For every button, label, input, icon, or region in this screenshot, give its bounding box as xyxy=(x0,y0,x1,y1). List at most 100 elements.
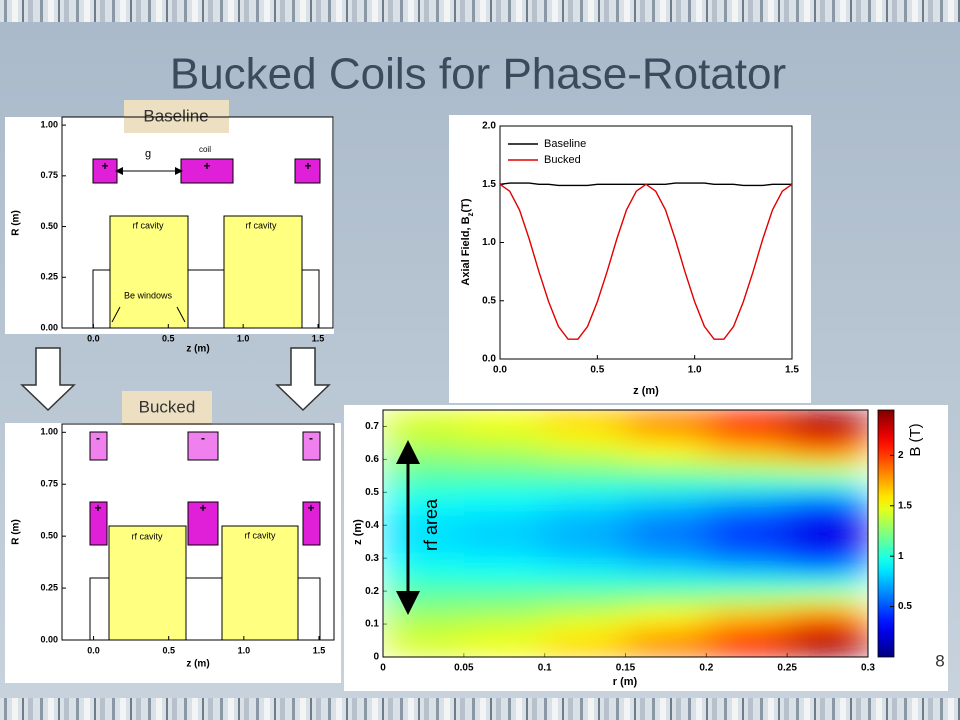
y-tick-label: 0.0 xyxy=(482,354,496,365)
heatmap-cell xyxy=(463,492,546,510)
rf-cavity xyxy=(109,215,189,329)
plot-frame xyxy=(382,409,869,658)
y-axis-label-part: Axial Field, B xyxy=(460,216,472,285)
y-axis-label-part: z xyxy=(466,212,475,216)
x-tick-label: 1.5 xyxy=(785,365,799,376)
heatmap-cell xyxy=(787,525,868,543)
heatmap-cell xyxy=(463,508,546,526)
heatmap-cell xyxy=(706,591,788,609)
annotation: Be windows xyxy=(124,290,173,300)
beam-pipe xyxy=(297,577,321,641)
y-tick-label: 0 xyxy=(373,652,379,663)
y-tick-label: 0.75 xyxy=(40,479,58,489)
y-tick-label: 0.25 xyxy=(40,272,58,282)
coil xyxy=(89,431,108,461)
heatmap-cell xyxy=(625,459,707,477)
rf-cavity xyxy=(108,525,187,641)
x-tick-label: 0.5 xyxy=(162,333,175,343)
heatmap-cell xyxy=(463,525,546,543)
annotation: rf cavity xyxy=(245,220,277,230)
x-tick-label: 0.15 xyxy=(616,663,636,674)
heatmap-cell xyxy=(544,607,626,625)
colorbar-tick-label: 0.5 xyxy=(898,601,912,612)
coil-sign: - xyxy=(201,431,205,445)
heatmap-cell xyxy=(463,574,546,592)
coil-sign: + xyxy=(101,159,108,173)
heatmap-cell xyxy=(383,591,465,609)
coil-sign: + xyxy=(94,501,101,515)
heatmap-cells xyxy=(383,410,868,657)
heatmap-cell xyxy=(463,591,546,609)
x-tick-label: 0.0 xyxy=(87,333,100,343)
coil xyxy=(302,501,321,546)
heatmap-cell xyxy=(625,624,707,642)
x-tick-label: 0.5 xyxy=(162,645,175,655)
rf-cavity xyxy=(221,525,299,641)
heatmap-cell xyxy=(463,541,546,559)
pointer xyxy=(111,306,121,323)
heatmap-smooth xyxy=(383,410,868,657)
coil xyxy=(294,158,321,184)
top-stripes xyxy=(0,0,960,22)
heatmap-cell xyxy=(706,410,788,427)
legend-label: Bucked xyxy=(544,154,581,166)
y-axis-label: Axial Field, Bz(T) xyxy=(460,198,475,285)
heatmap-cell xyxy=(625,640,707,657)
heatmap-cell xyxy=(383,475,465,493)
down-arrow xyxy=(275,347,331,412)
heatmap-cell xyxy=(625,541,707,559)
x-tick-label: 0.5 xyxy=(590,365,604,376)
heatmap-cell xyxy=(463,640,546,657)
x-tick-label: 0.3 xyxy=(861,663,875,674)
heatmap-cell xyxy=(383,459,465,477)
beam-pipe xyxy=(187,269,225,329)
heatmap-cell xyxy=(787,541,868,559)
heatmap-cell xyxy=(463,426,546,444)
heatmap-cell xyxy=(463,459,546,477)
panel xyxy=(449,115,811,403)
heatmap-cell xyxy=(787,442,868,460)
heatmap-cell xyxy=(625,410,707,427)
x-tick-label: 1.5 xyxy=(312,333,325,343)
heatmap-cell xyxy=(706,624,788,642)
heatmap-cell xyxy=(706,459,788,477)
heatmap-cell xyxy=(787,558,868,576)
x-axis-label: r (m) xyxy=(613,676,638,688)
x-tick-label: 1.0 xyxy=(237,333,250,343)
heatmap-cell xyxy=(544,442,626,460)
heatmap-cell xyxy=(463,475,546,493)
x-tick-label: 1.0 xyxy=(688,365,702,376)
heatmap-cell xyxy=(706,525,788,543)
heatmap-cell xyxy=(383,558,465,576)
x-axis-label: z (m) xyxy=(186,659,209,670)
annotation: rf cavity xyxy=(131,531,163,541)
coil xyxy=(89,501,108,546)
heatmap-cell xyxy=(706,475,788,493)
coil-sign: + xyxy=(307,501,314,515)
heatmap-cell xyxy=(383,426,465,444)
heatmap-cell xyxy=(463,558,546,576)
heatmap-cell xyxy=(383,574,465,592)
y-tick-label: 0.3 xyxy=(365,553,379,564)
colorbar-tick-label: 2 xyxy=(898,450,904,461)
annotation: g xyxy=(145,148,151,160)
heatmap-cell xyxy=(544,640,626,657)
heatmap-cell xyxy=(706,508,788,526)
x-tick-label: 1.5 xyxy=(313,645,326,655)
y-tick-label: 0.2 xyxy=(365,586,379,597)
heatmap-cell xyxy=(625,558,707,576)
x-tick-label: 1.0 xyxy=(238,645,251,655)
heatmap-cell xyxy=(625,442,707,460)
heatmap-cell xyxy=(706,558,788,576)
y-tick-label: 0.75 xyxy=(40,170,58,180)
heatmap-cell xyxy=(383,624,465,642)
heatmap-cell xyxy=(787,624,868,642)
x-tick-label: 0 xyxy=(380,663,386,674)
y-tick-label: 1.00 xyxy=(40,119,58,129)
heatmap-cell xyxy=(787,459,868,477)
heatmap-cell xyxy=(625,475,707,493)
colorbar-label: B (T) xyxy=(907,423,924,456)
heatmap-cell xyxy=(706,574,788,592)
slide-title: Bucked Coils for Phase-Rotator xyxy=(170,50,786,99)
